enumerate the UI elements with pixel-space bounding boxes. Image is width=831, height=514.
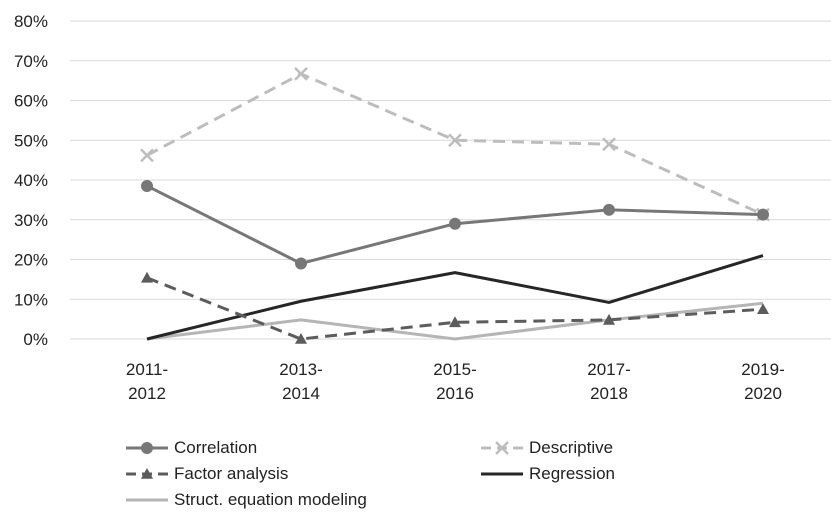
legend-label: Factor analysis — [174, 464, 289, 483]
series-0 — [141, 179, 769, 270]
legend-swatch — [481, 472, 523, 476]
legend-item: Struct. equation modeling — [124, 488, 367, 512]
x-tick-label: 2019-2020 — [741, 360, 784, 403]
legend-label: Struct. equation modeling — [174, 490, 367, 509]
legend-swatch — [126, 468, 168, 479]
point-marker — [449, 217, 461, 230]
point-marker — [757, 303, 769, 314]
series-3 — [146, 254, 764, 341]
x-tick-label: 2017-2018 — [587, 360, 630, 403]
legend-item: Regression — [479, 462, 615, 486]
legend-label: Regression — [529, 464, 615, 483]
y-tick-label: 70% — [14, 52, 48, 71]
y-tick-label: 40% — [14, 171, 48, 190]
series-4 — [146, 301, 764, 341]
point-marker — [141, 442, 153, 454]
point-marker — [603, 313, 615, 325]
x-tick-label: 2011-2012 — [126, 360, 168, 403]
y-axis-tick-labels: 0% 10% 20% 30% 40% 50% 60% 70% 80% — [14, 12, 48, 349]
point-marker — [295, 333, 307, 344]
y-tick-label: 50% — [14, 131, 48, 150]
point-marker — [141, 271, 153, 283]
legend-item: Factor analysis — [124, 462, 288, 486]
point-marker — [603, 203, 615, 216]
series-1 — [140, 66, 770, 222]
series-2 — [141, 271, 769, 344]
legend-swatch — [481, 441, 523, 455]
legend-swatch — [126, 442, 168, 454]
point-marker — [295, 257, 307, 270]
x-tick-label: 2015-2016 — [433, 360, 476, 403]
y-tick-label: 20% — [14, 251, 48, 270]
x-axis-tick-labels: 2011-2012 2013-2014 2015-2016 2017-2018 2019… — [126, 360, 785, 403]
legend-label: Correlation — [174, 438, 258, 457]
y-tick-label: 80% — [14, 12, 48, 31]
series-line — [146, 72, 764, 216]
y-tick-label: 0% — [23, 330, 48, 349]
y-tick-label: 10% — [14, 290, 48, 309]
point-marker — [141, 468, 153, 479]
point-marker — [294, 66, 308, 81]
gridlines — [70, 20, 831, 340]
series-line — [146, 301, 764, 341]
legend-item: Descriptive — [479, 436, 613, 460]
y-tick-label: 30% — [14, 211, 48, 230]
point-marker — [602, 137, 616, 152]
x-tick-label: 2013-2014 — [279, 360, 322, 403]
legend-label: Descriptive — [529, 438, 614, 457]
legend-swatch — [126, 498, 168, 502]
series-lines — [140, 66, 770, 344]
point-marker — [448, 133, 462, 148]
legend-item: Correlation — [124, 436, 257, 460]
line-chart: 0% 10% 20% 30% 40% 50% 60% 70% 80% 2011-2012 2013… — [14, 12, 831, 403]
legend: Correlation Descriptive Factor analysis Reg… — [124, 436, 824, 514]
point-marker — [140, 148, 154, 163]
point-marker — [495, 441, 509, 455]
point-marker — [757, 208, 769, 221]
y-tick-label: 60% — [14, 92, 48, 111]
point-marker — [449, 316, 461, 328]
point-marker — [141, 179, 153, 192]
series-line — [146, 254, 764, 341]
series-line — [146, 276, 764, 341]
